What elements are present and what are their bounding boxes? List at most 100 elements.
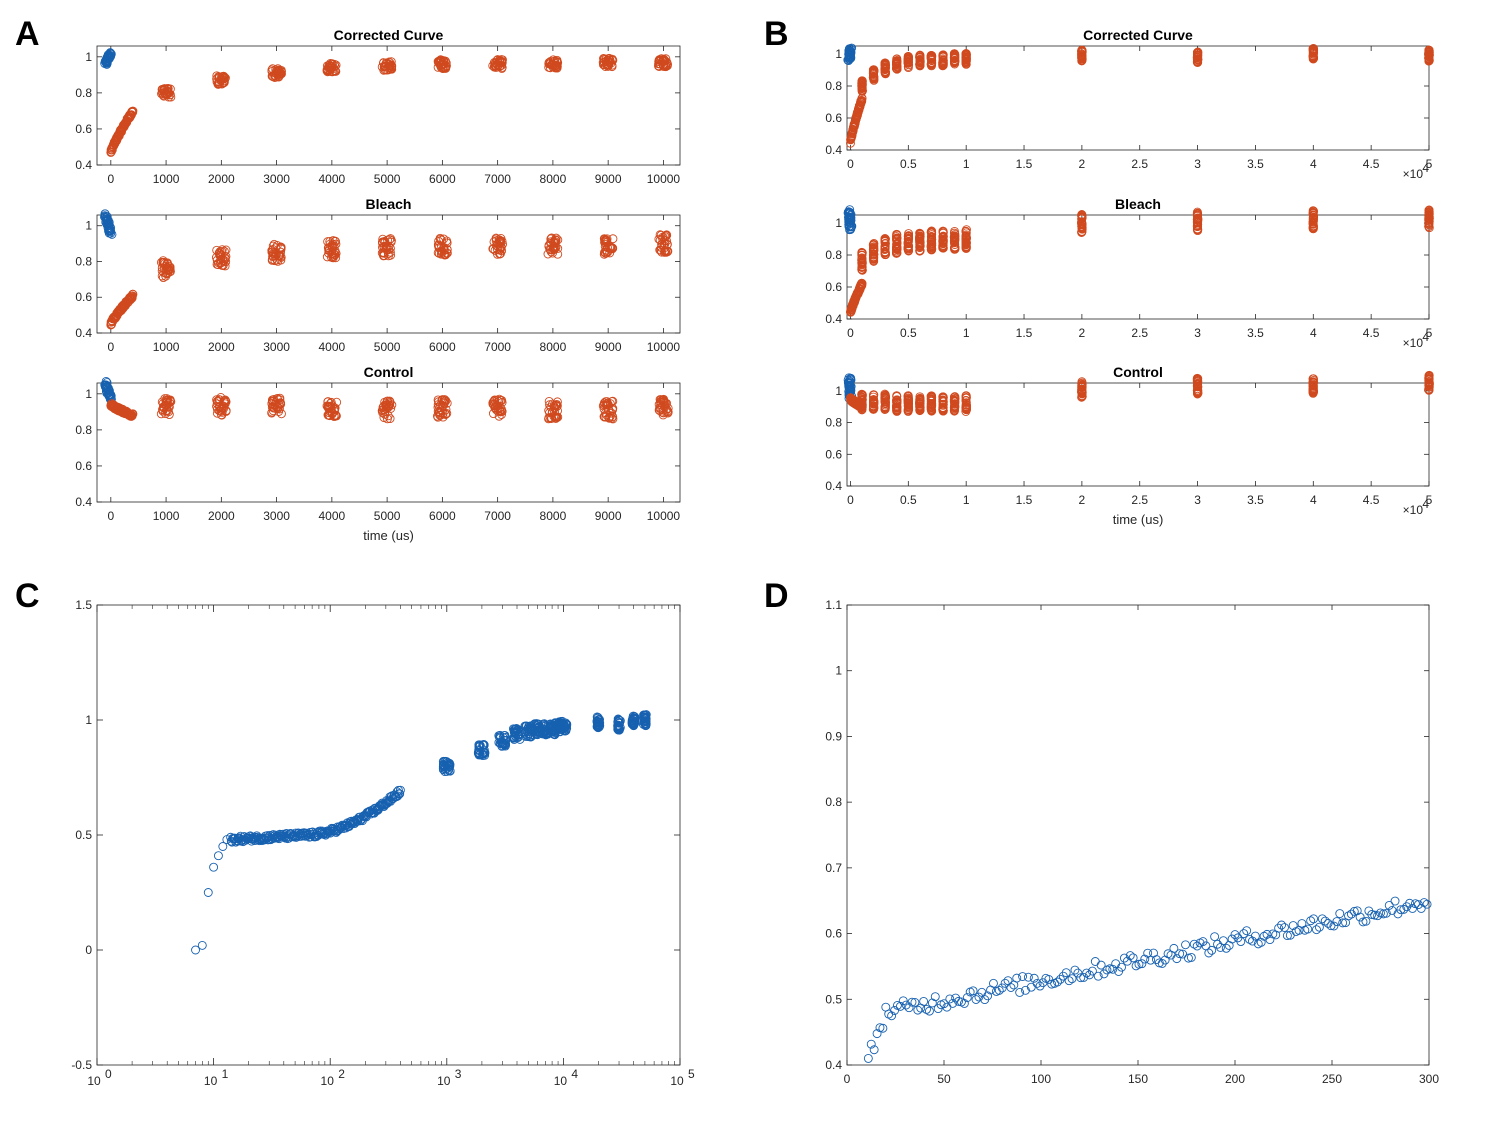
chart-title: Bleach bbox=[366, 196, 412, 212]
data-point bbox=[331, 239, 341, 249]
data-point bbox=[380, 237, 390, 247]
data-point bbox=[433, 400, 443, 410]
data-point bbox=[663, 59, 672, 69]
x-tick-label: 1000 bbox=[153, 172, 180, 186]
data-point bbox=[382, 59, 392, 69]
data-point bbox=[544, 396, 554, 406]
data-point bbox=[438, 397, 448, 407]
y-tick-label: 0.4 bbox=[825, 312, 842, 326]
data-point bbox=[658, 56, 668, 66]
chart-b-3: 0.40.60.810 0.5 1 1.5 2 2.5 3 3.5 4 4.5 5×10 4Corre… bbox=[825, 27, 1434, 181]
data-point bbox=[494, 411, 504, 421]
x-tick-label: 3 bbox=[1194, 157, 1201, 171]
data-point bbox=[599, 59, 609, 69]
data-point bbox=[331, 411, 341, 421]
data-point bbox=[105, 48, 115, 58]
data-point bbox=[663, 403, 673, 413]
data-point bbox=[599, 234, 609, 244]
data-point bbox=[159, 258, 168, 268]
x-tick-label: 8000 bbox=[540, 172, 567, 186]
plot-area bbox=[96, 214, 681, 334]
data-point bbox=[601, 236, 611, 246]
panel-label-d: D bbox=[764, 577, 789, 615]
chart-c: -0.500.511.510 0 10 1 10 2 10 3 10 4 10 5 bbox=[71, 598, 695, 1088]
data-point bbox=[107, 229, 117, 239]
y-tick-label: 0.6 bbox=[825, 111, 842, 125]
data-point bbox=[606, 243, 616, 253]
chart-a-0: 0.4 0.6 0.8 1 0 1000 2000 3000 4000 5000 6000 7000 8… bbox=[75, 27, 680, 186]
y-tick-label: 1 bbox=[835, 664, 842, 678]
data-point bbox=[274, 407, 284, 416]
y-tick-label: 0.6 bbox=[75, 122, 92, 136]
y-tick-label: 0.5 bbox=[825, 992, 842, 1006]
data-point bbox=[128, 409, 138, 419]
x-tick-label-base: 10 bbox=[87, 1074, 101, 1088]
data-point bbox=[217, 79, 227, 89]
y-tick-label: 1 bbox=[835, 47, 842, 61]
x-tick-label-base: 10 bbox=[204, 1074, 218, 1088]
data-point bbox=[491, 403, 500, 413]
x-tick-label: 1 bbox=[963, 493, 970, 507]
data-point bbox=[325, 407, 335, 417]
data-point bbox=[128, 106, 138, 116]
data-point bbox=[547, 233, 557, 243]
x-tick-label: 0 bbox=[847, 326, 854, 340]
x-tick-label: 10000 bbox=[647, 340, 681, 354]
x-tick-label: 3.5 bbox=[1247, 493, 1264, 507]
data-point bbox=[857, 96, 867, 106]
x-tick-label: 3 bbox=[1194, 493, 1201, 507]
data-point bbox=[267, 65, 277, 75]
y-tick-label: 0.4 bbox=[825, 479, 842, 493]
y-tick-label: 0.8 bbox=[825, 79, 842, 93]
data-point bbox=[330, 246, 340, 256]
x-tick-label: 2.5 bbox=[1131, 326, 1148, 340]
x-tick-label: 5 bbox=[1426, 157, 1433, 171]
plot-area bbox=[96, 604, 681, 1066]
y-tick-label: -0.5 bbox=[71, 1058, 92, 1072]
data-point bbox=[213, 260, 223, 270]
plot-area bbox=[846, 45, 1430, 151]
y-tick-label: 0.6 bbox=[75, 290, 92, 304]
data-point bbox=[332, 397, 342, 407]
x-multiplier-label: ×10 bbox=[1403, 503, 1424, 517]
y-tick-label: 1.1 bbox=[825, 598, 842, 612]
data-point bbox=[441, 58, 451, 68]
chart-a-2: 0.4 0.6 0.8 1 0 1000 2000 3000 4000 5000 6000 7000 8… bbox=[75, 364, 680, 543]
data-point bbox=[544, 413, 554, 423]
data-point bbox=[380, 397, 390, 407]
x-tick-label: 4 bbox=[1310, 493, 1317, 507]
data-point bbox=[491, 236, 501, 246]
data-point bbox=[387, 64, 396, 74]
x-tick-label: 2 bbox=[1079, 326, 1086, 340]
x-tick-label: 0 bbox=[107, 172, 114, 186]
chart-title: Bleach bbox=[1115, 196, 1161, 212]
data-point bbox=[545, 244, 555, 254]
data-point bbox=[601, 248, 611, 258]
x-tick-label-exponent: 3 bbox=[455, 1067, 462, 1081]
data-point bbox=[269, 249, 279, 259]
x-tick-label: 2 bbox=[1079, 157, 1086, 171]
y-tick-label: 0.6 bbox=[825, 447, 842, 461]
x-tick-label: 8000 bbox=[540, 340, 567, 354]
data-point bbox=[106, 228, 116, 238]
data-point bbox=[331, 237, 340, 246]
y-tick-label: 0 bbox=[85, 943, 92, 957]
x-tick-label: 150 bbox=[1128, 1072, 1148, 1086]
data-point bbox=[212, 404, 222, 414]
data-point bbox=[601, 400, 611, 410]
data-point bbox=[323, 62, 333, 72]
data-point bbox=[599, 404, 609, 414]
x-axis-label: time (us) bbox=[363, 528, 414, 543]
x-tick-label: 1.5 bbox=[1016, 326, 1033, 340]
data-point bbox=[550, 403, 560, 413]
data-point bbox=[219, 76, 229, 86]
y-tick-label: 1 bbox=[85, 387, 92, 401]
x-tick-label: 0 bbox=[847, 157, 854, 171]
data-point bbox=[219, 73, 229, 83]
data-point bbox=[385, 58, 395, 68]
y-tick-label: 0.4 bbox=[75, 326, 92, 340]
data-point bbox=[442, 248, 452, 258]
x-tick-label: 4000 bbox=[319, 509, 346, 523]
y-tick-label: 0.4 bbox=[825, 1058, 842, 1072]
data-point bbox=[273, 67, 282, 77]
